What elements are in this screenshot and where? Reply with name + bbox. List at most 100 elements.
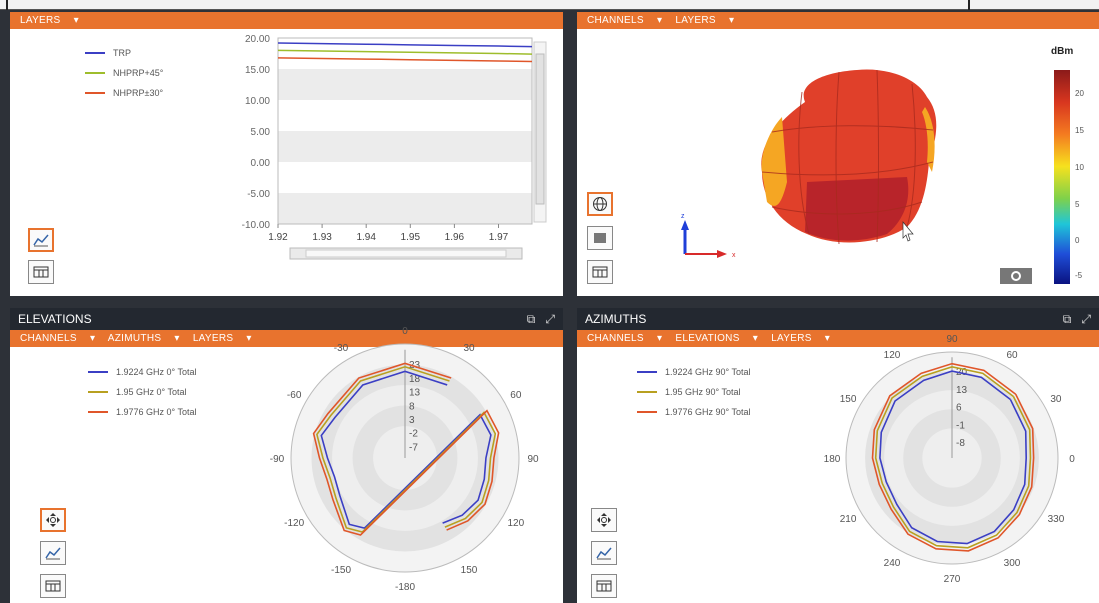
channels-menu[interactable]: CHANNELS ▾ <box>587 333 663 344</box>
layers-menu[interactable]: LAYERS ▾ <box>192 333 252 344</box>
radial-label: 6 <box>956 403 962 414</box>
popout-icon[interactable]: ⧉ <box>526 312 536 326</box>
rotate-view-button[interactable] <box>591 508 617 532</box>
mouse-cursor-icon <box>902 221 914 242</box>
series-line <box>277 57 533 63</box>
colorbar-tick: 10 <box>1075 163 1084 172</box>
move-icon <box>46 513 60 527</box>
legend-swatch <box>85 52 105 54</box>
radial-label: 3 <box>409 415 415 426</box>
globe-view-button[interactable] <box>587 192 613 216</box>
elevations-legend: 1.9224 GHz 0° Total 1.95 GHz 0° Total 1.… <box>88 362 196 422</box>
svg-text:z: z <box>681 213 685 220</box>
surface-view-button[interactable] <box>587 226 613 250</box>
legend-item: 1.95 GHz 90° Total <box>637 382 751 402</box>
3d-menu-bar: CHANNELS ▾ LAYERS ▾ <box>577 12 1099 29</box>
angle-label: 120 <box>884 350 901 361</box>
radial-label: 13 <box>409 388 421 399</box>
layers-menu[interactable]: LAYERS ▾ <box>20 15 79 26</box>
angle-label: 300 <box>1004 558 1021 569</box>
angle-label: -90 <box>270 454 285 465</box>
radial-label: -8 <box>956 438 965 449</box>
radial-label: 18 <box>409 374 421 385</box>
angle-label: 270 <box>944 574 961 585</box>
layers-menu[interactable]: LAYERS ▾ <box>675 15 735 26</box>
x-tick-label: 1.92 <box>268 232 288 243</box>
y-tick-label: 10.00 <box>245 96 270 107</box>
angle-label: 90 <box>946 334 958 345</box>
angle-label: 0 <box>1069 454 1075 465</box>
chart-view-button[interactable] <box>591 541 617 565</box>
globe-icon <box>593 197 607 211</box>
circle-icon <box>1011 271 1021 281</box>
series-line <box>277 42 533 48</box>
svg-text:x: x <box>732 252 736 259</box>
chart-view-button[interactable] <box>40 541 66 565</box>
table-icon <box>596 580 612 592</box>
azimuths-menu-bar: CHANNELS ▾ ELEVATIONS ▾ LAYERS ▾ <box>577 330 1099 347</box>
3d-pattern-view[interactable]: z x dBm 20 15 10 5 0 -5 <box>577 12 1099 296</box>
elevations-menu[interactable]: ELEVATIONS ▾ <box>675 333 759 344</box>
angle-label: -150 <box>331 565 351 576</box>
surface-icon <box>594 233 606 243</box>
rotate-view-button[interactable] <box>40 508 66 532</box>
legend-item: 1.9224 GHz 90° Total <box>637 362 751 382</box>
angle-label: -180 <box>395 582 415 593</box>
top-strip <box>0 0 1099 10</box>
channels-menu[interactable]: CHANNELS ▾ <box>587 15 663 26</box>
x-tick-label: 1.96 <box>445 232 465 243</box>
table-view-button[interactable] <box>40 574 66 598</box>
radial-label: 8 <box>409 401 415 412</box>
radial-label: -2 <box>409 429 418 440</box>
angle-label: -120 <box>284 518 304 529</box>
legend-item: 1.9776 GHz 90° Total <box>637 402 751 422</box>
angle-label: 60 <box>510 390 522 401</box>
table-view-button[interactable] <box>591 574 617 598</box>
legend-swatch <box>85 92 105 94</box>
layers-menu[interactable]: LAYERS ▾ <box>771 333 831 344</box>
angle-label: 0 <box>402 326 408 337</box>
angle-label: 330 <box>1048 514 1065 525</box>
legend-item: TRP <box>85 43 163 63</box>
reset-view-button[interactable] <box>1000 268 1032 284</box>
colorbar-tick: 15 <box>1075 126 1084 135</box>
azimuths-legend: 1.9224 GHz 90° Total 1.95 GHz 90° Total … <box>637 362 751 422</box>
line-legend: TRP NHPRP+45° NHPRP±30° <box>85 43 163 103</box>
panel-title: ELEVATIONS <box>18 312 92 326</box>
azimuths-panel: AZIMUTHS ⧉ ⤢ CHANNELS ▾ ELEVATIONS ▾ LAY… <box>577 308 1099 603</box>
channels-menu[interactable]: CHANNELS ▾ <box>20 333 96 344</box>
expand-icon[interactable]: ⤢ <box>1081 312 1091 326</box>
y-tick-label: 20.00 <box>245 34 270 45</box>
x-tick-label: 1.93 <box>312 232 332 243</box>
line-chart-icon <box>45 547 61 560</box>
grid-band <box>278 193 532 224</box>
angle-label: 210 <box>840 514 857 525</box>
expand-icon[interactable]: ⤢ <box>545 312 555 326</box>
legend-item: NHPRP+45° <box>85 63 163 83</box>
legend-item: 1.9776 GHz 0° Total <box>88 402 196 422</box>
angle-label: 240 <box>884 558 901 569</box>
popout-icon[interactable]: ⧉ <box>1062 312 1072 326</box>
angle-label: 120 <box>508 518 525 529</box>
legend-swatch <box>85 72 105 74</box>
table-icon <box>45 580 61 592</box>
3d-pattern-panel: CHANNELS ▾ LAYERS ▾ <box>577 12 1099 296</box>
angle-label: 180 <box>824 454 841 465</box>
angle-label: -60 <box>287 390 302 401</box>
line-chart-icon <box>596 547 612 560</box>
axis-triad: z x <box>681 213 736 259</box>
layers-line-panel: LAYERS ▾ TRP NHPRP+45° NHPRP±30° 20.00 15… <box>10 12 563 296</box>
azimuths-menu[interactable]: AZIMUTHS ▾ <box>107 333 180 344</box>
scrollbar-thumb <box>535 53 545 205</box>
chart-view-button[interactable] <box>28 228 54 252</box>
x-tick-label: 1.97 <box>489 232 509 243</box>
colorbar-tick: -5 <box>1075 271 1083 280</box>
elevations-panel: ELEVATIONS ⧉ ⤢ CHANNELS ▾ AZIMUTHS ▾ LAY… <box>10 308 563 603</box>
pattern-trace <box>316 365 497 533</box>
grid-band <box>278 69 532 100</box>
table-view-button[interactable] <box>28 260 54 284</box>
table-view-button[interactable] <box>587 260 613 284</box>
y-tick-label: 15.00 <box>245 65 270 76</box>
